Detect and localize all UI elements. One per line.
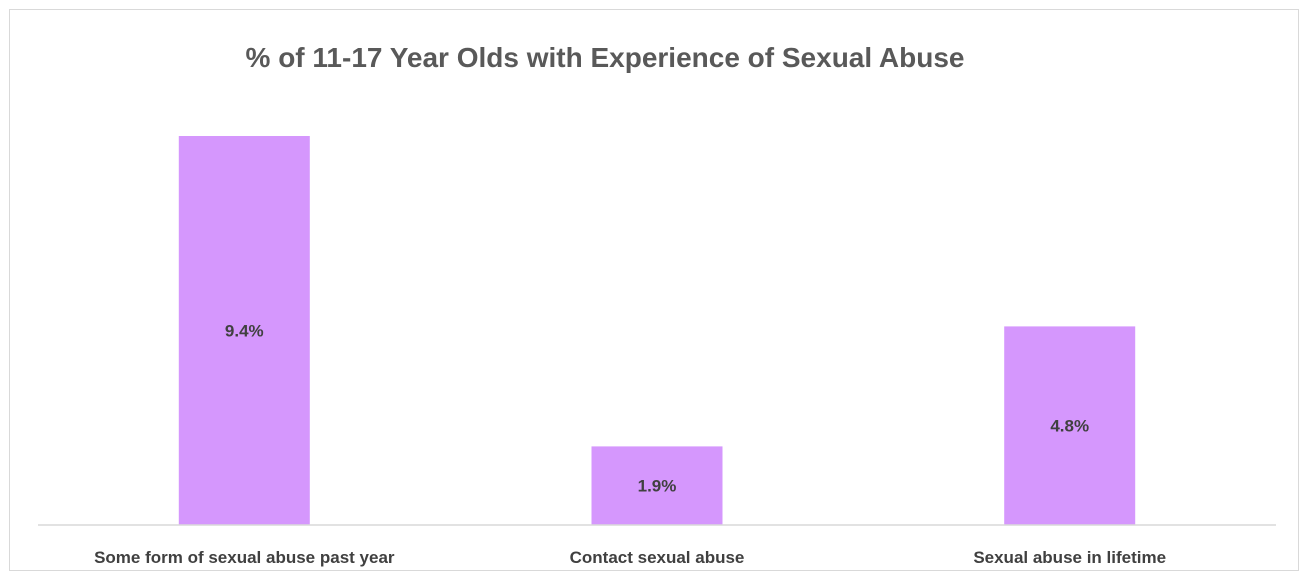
bar-2	[591, 446, 723, 525]
bar-1	[178, 136, 310, 525]
bar-3	[1004, 326, 1136, 525]
category-label-3: Sexual abuse in lifetime	[973, 548, 1166, 567]
bars-layer	[178, 136, 1136, 525]
data-label-2: 1.9%	[638, 477, 677, 496]
data-label-3: 4.8%	[1050, 417, 1089, 436]
data-label-1: 9.4%	[225, 322, 264, 341]
labels-layer: 9.4% Some form of sexual abuse past year 1…	[94, 322, 1166, 568]
category-label-2: Contact sexual abuse	[570, 548, 745, 567]
category-label-1: Some form of sexual abuse past year	[94, 548, 395, 567]
chart-title: % of 11-17 Year Olds with Experience of …	[245, 42, 965, 73]
